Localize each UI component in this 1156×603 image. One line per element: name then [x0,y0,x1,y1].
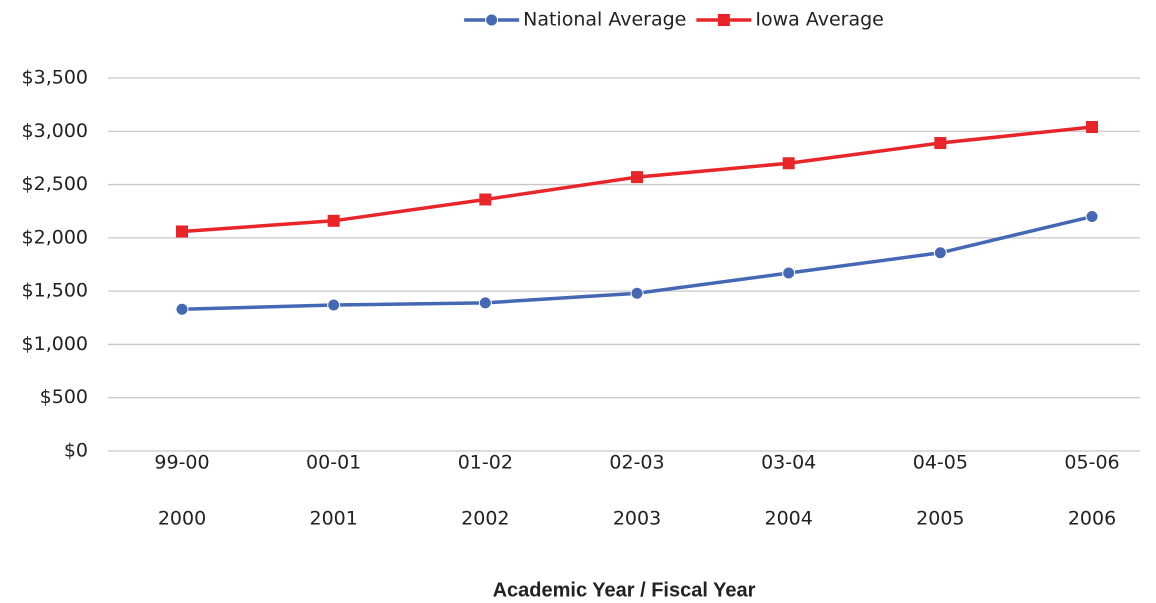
data-point [631,171,644,184]
y-tick-label: $2,000 [22,226,88,248]
x-tick-label-secondary: 2006 [1068,508,1116,530]
data-point [1085,210,1099,224]
data-point [782,266,796,280]
data-point [479,193,492,206]
x-tick-label: 01-02 [458,452,513,474]
legend-label: Iowa Average [755,9,883,31]
legend-marker [717,14,730,26]
x-tick-label-secondary: 2001 [309,508,357,530]
y-tick-label: $3,000 [22,120,88,142]
legend-label: National Average [523,9,686,31]
data-point [478,296,492,310]
data-point [175,302,189,316]
x-tick-label: 02-03 [609,452,664,474]
data-point [327,298,341,312]
y-tick-label: $2,500 [22,173,88,195]
x-tick-label: 03-04 [761,452,816,474]
data-point [934,137,947,150]
x-tick-label: 00-01 [306,452,361,474]
x-tick-label: 04-05 [913,452,968,474]
data-point [1086,121,1099,134]
y-tick-label: $3,500 [22,67,88,89]
x-tick-label-secondary: 2003 [613,508,661,530]
x-tick-label-secondary: 2005 [916,508,964,530]
data-point [176,225,188,238]
legend-marker [485,13,499,27]
x-axis-title: Academic Year / Fiscal Year [493,579,756,601]
x-tick-label: 05-06 [1064,452,1119,474]
data-point [782,157,795,170]
y-tick-label: $500 [40,386,88,408]
x-tick-label: 99-00 [154,452,209,474]
y-tick-label: $1,500 [22,280,88,302]
y-tick-label: $1,000 [22,333,88,355]
data-point [327,214,340,227]
data-point [933,246,947,260]
x-tick-label-secondary: 2004 [765,508,813,530]
data-point [630,286,644,300]
x-tick-label-secondary: 2000 [158,508,206,530]
x-tick-label-secondary: 2002 [461,508,509,530]
y-tick-label: $0 [64,440,88,462]
